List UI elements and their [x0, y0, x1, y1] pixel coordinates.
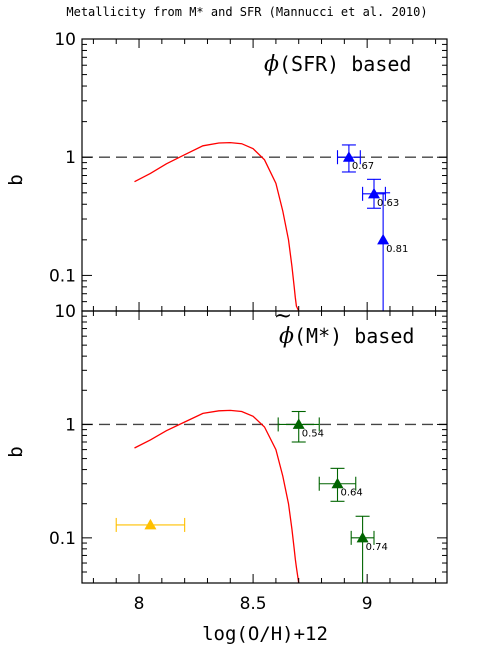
bottom-panel-title-symbol: ϕ: [279, 324, 294, 349]
top-model-curve: [134, 141, 300, 312]
bottom-model-curve: [134, 409, 300, 584]
top-panel-title-symbol: ϕ: [264, 52, 279, 77]
x-axis-label: log(O/H)+12: [202, 623, 328, 645]
triangle-marker: [368, 187, 380, 199]
panel-top: 0.67 0.63 0.81 10 1 0.1 ϕ (SFR) based b: [5, 30, 448, 312]
top-curve-line: [134, 141, 300, 312]
top-plot-frame: [81, 38, 448, 312]
bottom-axis-ticks: 10 1 0.1 8 8.5 9: [49, 302, 447, 614]
top-y-tick-label: 1: [65, 148, 76, 168]
point-label: 0.67: [352, 161, 374, 172]
bottom-data-point: 0.64: [318, 467, 363, 502]
bottom-data-point: 0.54: [277, 410, 324, 443]
bottom-data-point: 0.74: [350, 515, 388, 583]
bottom-panel-title: (M*) based: [294, 324, 414, 348]
point-label: 0.64: [341, 488, 363, 499]
point-label: 0.54: [302, 428, 324, 439]
bottom-y-axis-label: b: [5, 446, 27, 457]
triangle-marker: [292, 418, 305, 429]
bottom-y-tick-label: 0.1: [49, 529, 76, 549]
top-data-point: 0.67: [336, 144, 374, 173]
x-tick-label: 9: [362, 594, 373, 614]
top-data-point: 0.63: [362, 178, 399, 209]
figure-title: Metallicity from M* and SFR (Mannucci et…: [66, 5, 427, 19]
x-tick-label: 8.5: [240, 594, 267, 614]
bottom-curve-line: [134, 409, 300, 584]
top-panel-title: (SFR) based: [279, 52, 411, 76]
bottom-data-point: [115, 517, 186, 532]
top-y-tick-label: 10: [54, 30, 76, 50]
top-y-axis-label: b: [5, 174, 27, 185]
top-data-point: 0.81: [376, 192, 408, 311]
triangle-marker: [144, 518, 157, 530]
triangle-marker: [342, 151, 355, 162]
bottom-title-tilde: ~: [274, 304, 292, 329]
bottom-y-tick-label: 10: [54, 302, 76, 322]
top-y-tick-label: 0.1: [49, 266, 76, 286]
x-tick-label: 8: [134, 594, 145, 614]
bottom-data-points: 0.54 0.64 0.74: [115, 410, 388, 583]
bottom-plot-frame: [81, 310, 448, 584]
point-label: 0.63: [377, 198, 399, 209]
bottom-y-tick-label: 1: [65, 415, 76, 435]
point-label: 0.81: [386, 244, 408, 255]
triangle-marker: [356, 531, 369, 543]
triangle-marker: [331, 477, 344, 489]
triangle-marker: [377, 233, 390, 245]
point-label: 0.74: [366, 542, 388, 553]
top-data-points: 0.67 0.63 0.81: [336, 144, 408, 311]
